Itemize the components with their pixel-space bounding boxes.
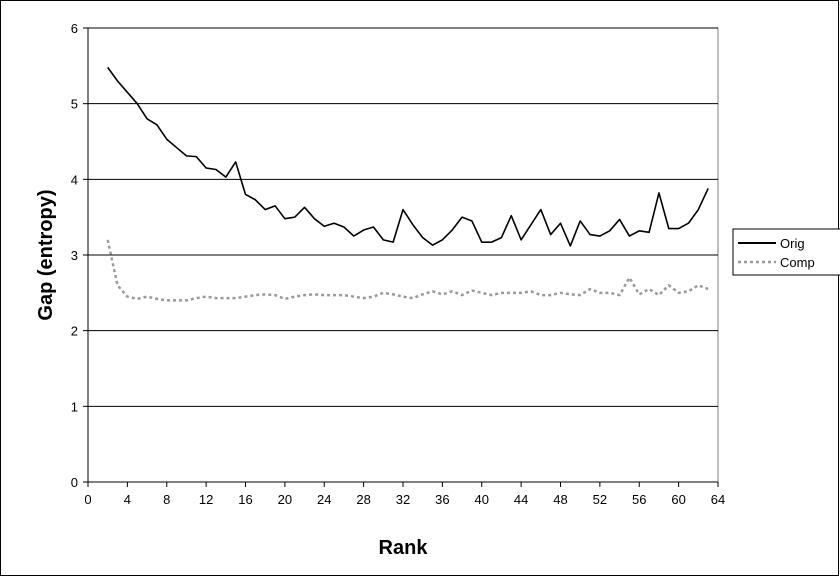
x-axis-title: Rank: [379, 537, 429, 559]
legend-label-orig: Orig: [780, 236, 805, 251]
x-tick-label: 8: [163, 492, 170, 507]
y-tick-label: 1: [71, 399, 78, 414]
legend-box: [732, 228, 840, 276]
x-tick-label: 44: [514, 492, 528, 507]
x-tick-label: 56: [632, 492, 646, 507]
x-tick-label: 48: [553, 492, 567, 507]
x-tick-label: 60: [671, 492, 685, 507]
y-tick-label: 6: [71, 21, 78, 36]
x-tick-label: 52: [593, 492, 607, 507]
x-tick-label: 4: [124, 492, 131, 507]
gridlines: [88, 27, 718, 407]
y-tick-label: 0: [71, 475, 78, 490]
series-layer: [106, 66, 709, 302]
y-tick-label: 4: [71, 172, 78, 187]
x-tick-label: 28: [356, 492, 370, 507]
x-tick-label: 32: [396, 492, 410, 507]
series-line-orig: [107, 66, 709, 247]
axes: [83, 27, 719, 487]
x-tick-label: 20: [278, 492, 292, 507]
x-tick-label: 24: [317, 492, 331, 507]
series-line-comp: [106, 239, 709, 302]
y-axis-title: Gap (entropy): [35, 189, 57, 320]
y-tick-label: 2: [71, 324, 78, 339]
x-tick-label: 40: [475, 492, 489, 507]
legend: Orig Comp: [732, 228, 840, 276]
legend-label-comp: Comp: [780, 255, 815, 270]
y-tick-label: 3: [71, 248, 78, 263]
x-tick-label: 12: [199, 492, 213, 507]
x-tick-label: 0: [84, 492, 91, 507]
x-tick-label: 16: [238, 492, 252, 507]
x-tick-label: 36: [435, 492, 449, 507]
y-tick-label: 5: [71, 97, 78, 112]
x-tick-label: 64: [711, 492, 725, 507]
